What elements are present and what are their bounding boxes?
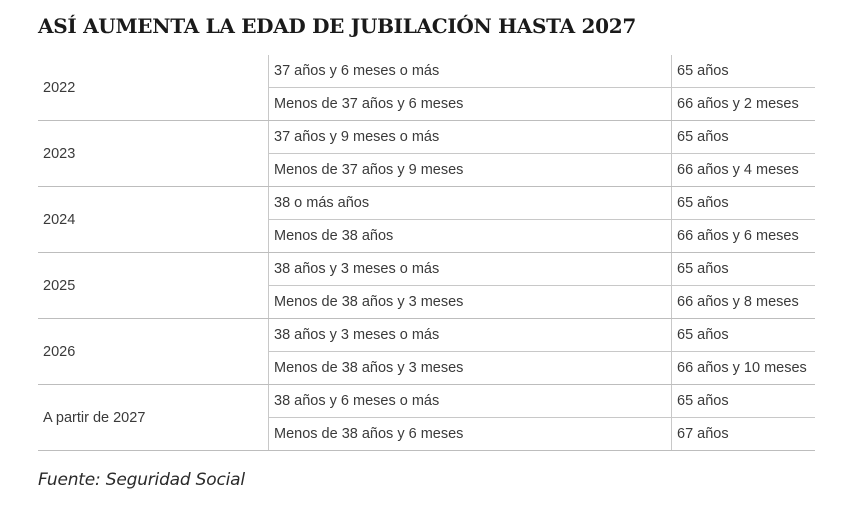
contribution-cell: 37 años y 6 meses o más <box>268 55 672 88</box>
table-row: Menos de 37 años y 6 meses 66 años y 2 m… <box>38 87 815 121</box>
contribution-cell: 38 o más años <box>268 186 672 220</box>
year-cell: 2024 <box>38 186 269 253</box>
retirement-age-cell: 67 años <box>671 417 815 451</box>
retirement-age-cell: 66 años y 6 meses <box>671 219 815 253</box>
retirement-age-table: 2022 37 años y 6 meses o más 65 años Men… <box>38 55 815 451</box>
retirement-age-cell: 65 años <box>671 384 815 418</box>
year-cell: 2022 <box>38 55 269 121</box>
contribution-cell: Menos de 38 años <box>268 219 672 253</box>
table-row: Menos de 37 años y 9 meses 66 años y 4 m… <box>38 153 815 187</box>
retirement-age-cell: 65 años <box>671 318 815 352</box>
contribution-cell: Menos de 37 años y 6 meses <box>268 87 672 121</box>
year-cell: 2025 <box>38 252 269 319</box>
table-row: Menos de 38 años y 3 meses 66 años y 8 m… <box>38 285 815 319</box>
retirement-age-cell: 66 años y 8 meses <box>671 285 815 319</box>
retirement-age-cell: 65 años <box>671 252 815 286</box>
source-caption: Fuente: Seguridad Social <box>38 470 245 490</box>
table-row: 2026 38 años y 3 meses o más 65 años <box>38 318 815 385</box>
table-row: 2023 37 años y 9 meses o más 65 años <box>38 120 815 187</box>
contribution-cell: Menos de 38 años y 3 meses <box>268 351 672 385</box>
year-cell: 2023 <box>38 120 269 187</box>
retirement-age-cell: 65 años <box>671 55 815 88</box>
retirement-age-cell: 66 años y 4 meses <box>671 153 815 187</box>
retirement-age-cell: 66 años y 2 meses <box>671 87 815 121</box>
page-title: ASÍ AUMENTA LA EDAD DE JUBILACIÓN HASTA … <box>38 14 636 38</box>
table-row: Menos de 38 años 66 años y 6 meses <box>38 219 815 253</box>
contribution-cell: Menos de 37 años y 9 meses <box>268 153 672 187</box>
table-row: 2025 38 años y 3 meses o más 65 años <box>38 252 815 319</box>
table-row: A partir de 2027 38 años y 6 meses o más… <box>38 384 815 451</box>
year-cell: A partir de 2027 <box>38 384 269 451</box>
retirement-age-cell: 65 años <box>671 120 815 154</box>
retirement-age-cell: 66 años y 10 meses <box>671 351 815 385</box>
contribution-cell: 37 años y 9 meses o más <box>268 120 672 154</box>
contribution-cell: 38 años y 3 meses o más <box>268 252 672 286</box>
contribution-cell: Menos de 38 años y 3 meses <box>268 285 672 319</box>
table-row: 2024 38 o más años 65 años <box>38 186 815 253</box>
table-row: 2022 37 años y 6 meses o más 65 años <box>38 55 815 121</box>
table-row: Menos de 38 años y 6 meses 67 años <box>38 417 815 451</box>
contribution-cell: 38 años y 3 meses o más <box>268 318 672 352</box>
contribution-cell: Menos de 38 años y 6 meses <box>268 417 672 451</box>
contribution-cell: 38 años y 6 meses o más <box>268 384 672 418</box>
retirement-age-cell: 65 años <box>671 186 815 220</box>
table-row: Menos de 38 años y 3 meses 66 años y 10 … <box>38 351 815 385</box>
year-cell: 2026 <box>38 318 269 385</box>
